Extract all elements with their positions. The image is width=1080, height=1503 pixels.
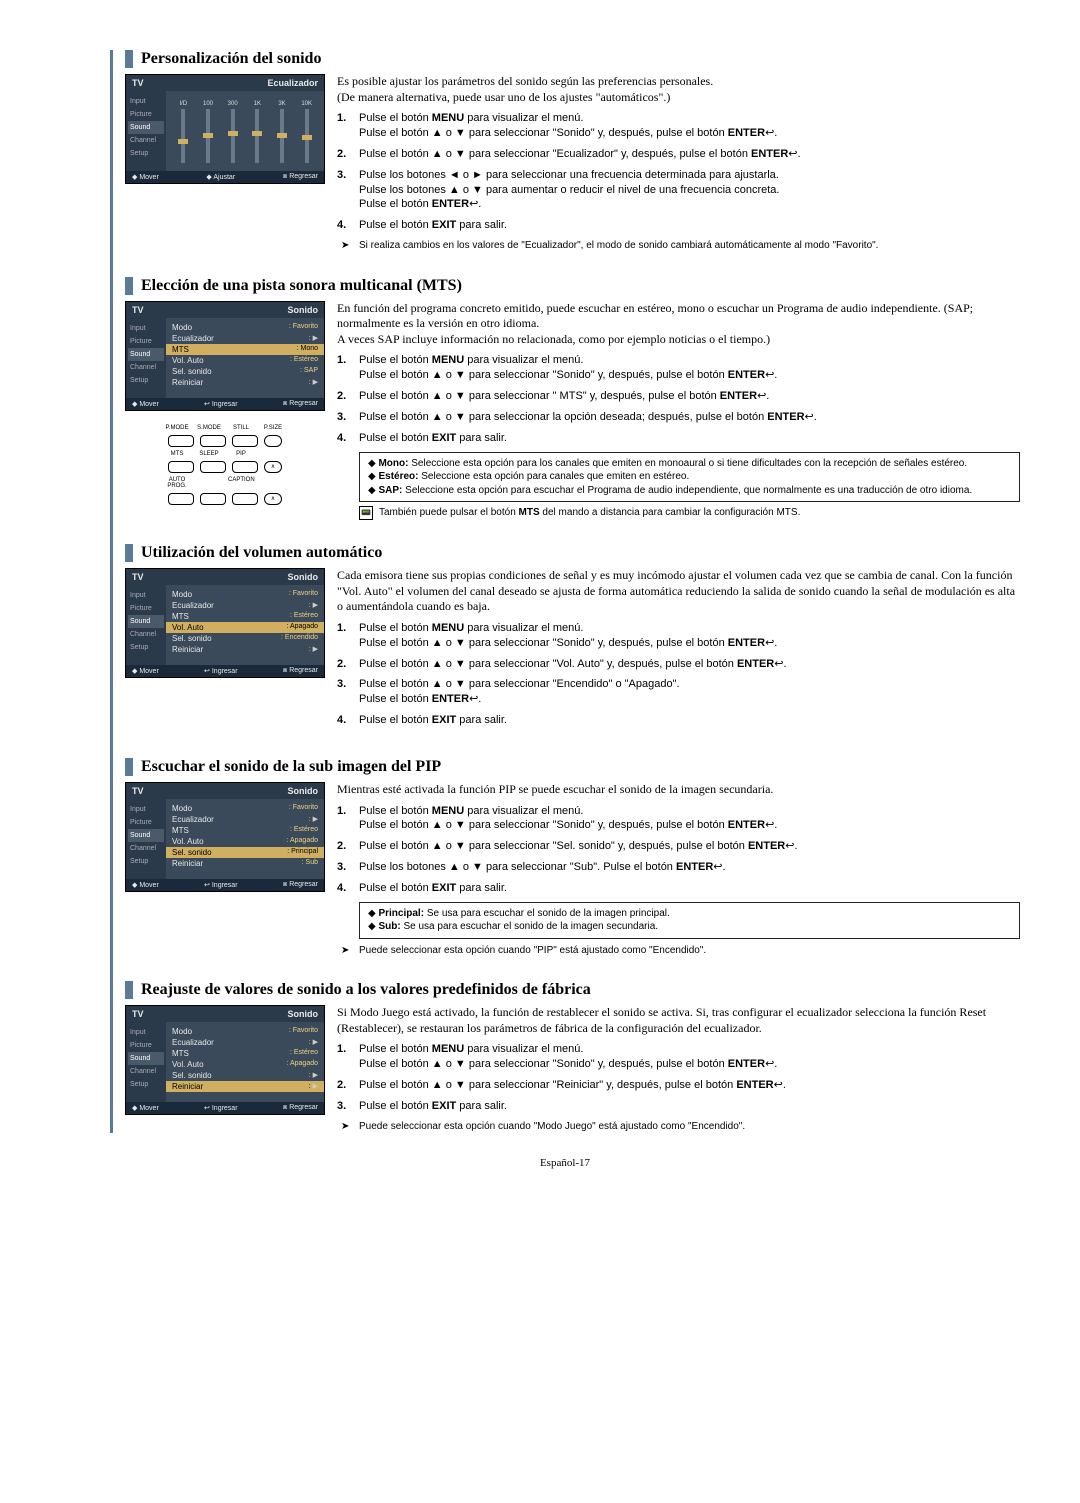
step-4: Pulse el botón EXIT para salir. [337, 431, 1020, 446]
section-title: Escuchar el sonido de la sub imagen del … [125, 758, 1020, 776]
step-3: Pulse los botones ◄ o ► para seleccionar… [337, 168, 1020, 213]
step-1: Pulse el botón MENU para visualizar el m… [337, 804, 1020, 834]
step-4: Pulse el botón EXIT para salir. [337, 713, 1020, 728]
section-title: Elección de una pista sonora multicanal … [125, 277, 1020, 295]
footnote: Puede seleccionar esta opción cuando "Mo… [337, 1120, 1020, 1134]
footnote: Puede seleccionar esta opción cuando "PI… [337, 944, 1020, 958]
section-vol-auto: Utilización del volumen automático TVSon… [125, 544, 1020, 734]
step-1: Pulse el botón MENU para visualizar el m… [337, 353, 1020, 383]
steps-list: Pulse el botón MENU para visualizar el m… [337, 1042, 1020, 1113]
step-2: Pulse el botón ▲ o ▼ para seleccionar " … [337, 389, 1020, 404]
page-number: Español-17 [110, 1157, 1020, 1169]
section-pip: Escuchar el sonido de la sub imagen del … [125, 758, 1020, 957]
page-content: Personalización del sonido TV Ecualizador… [110, 50, 1020, 1133]
osd-footer-adjust: ◆ Ajustar [206, 173, 235, 181]
section-title: Utilización del volumen automático [125, 544, 1020, 562]
equalizer-strip: I/D1003001K3K10K [172, 95, 318, 165]
note-box: ◆ Mono: Seleccione esta opción para los … [359, 452, 1020, 503]
osd-title: Ecualizador [267, 78, 318, 88]
step-3: Pulse los botones ▲ o ▼ para seleccionar… [337, 860, 1020, 875]
intro-text: En función del programa concreto emitido… [337, 301, 1020, 348]
step-1: Pulse el botón MENU para visualizar el m… [337, 621, 1020, 651]
step-3: Pulse el botón ▲ o ▼ para seleccionar "E… [337, 677, 1020, 707]
step-3: Pulse el botón ▲ o ▼ para seleccionar la… [337, 410, 1020, 425]
section-reset: Reajuste de valores de sonido a los valo… [125, 981, 1020, 1133]
osd-side-sound: Sound [128, 121, 164, 134]
step-3: Pulse el botón EXIT para salir. [337, 1099, 1020, 1114]
note-box: ◆ Principal: Se usa para escuchar el son… [359, 902, 1020, 939]
section-title: Reajuste de valores de sonido a los valo… [125, 981, 1020, 999]
remote-icon: 📟 [359, 506, 373, 520]
osd-sonido-reset: TVSonido InputPictureSoundChannelSetup M… [125, 1005, 325, 1115]
section-mts: Elección de una pista sonora multicanal … [125, 277, 1020, 521]
steps-list: Pulse el botón MENU para visualizar el m… [337, 353, 1020, 445]
step-4: Pulse el botón EXIT para salir. [337, 218, 1020, 233]
osd-footer-move: ◆ Mover [132, 173, 159, 181]
step-2: Pulse el botón ▲ o ▼ para seleccionar "S… [337, 839, 1020, 854]
osd-side-channel: Channel [128, 134, 164, 147]
osd-footer-return: ⧈ Regresar [283, 173, 318, 181]
section-title: Personalización del sonido [125, 50, 1020, 68]
osd-side-picture: Picture [128, 108, 164, 121]
step-1: Pulse el botón MENU para visualizar el m… [337, 1042, 1020, 1072]
osd-sonido-pip: TVSonido InputPictureSoundChannelSetup M… [125, 782, 325, 892]
osd-tv-label: TV [132, 78, 144, 88]
osd-side-setup: Setup [128, 147, 164, 160]
footnote: Si realiza cambios en los valores de "Ec… [337, 239, 1020, 253]
step-1: Pulse el botón MENU para visualizar el m… [337, 111, 1020, 141]
steps-list: Pulse el botón MENU para visualizar el m… [337, 804, 1020, 896]
steps-list: Pulse el botón MENU para visualizar el m… [337, 111, 1020, 233]
step-2: Pulse el botón ▲ o ▼ para seleccionar "E… [337, 147, 1020, 162]
remote-note: 📟 También puede pulsar el botón MTS del … [359, 506, 1020, 520]
remote-diagram: P.MODES.MODESTILLP.SIZEMTSSLEEPPIP∧AUTO … [125, 419, 325, 515]
step-2: Pulse el botón ▲ o ▼ para seleccionar "V… [337, 657, 1020, 672]
osd-sidebar: Input Picture Sound Channel Setup [126, 91, 166, 171]
steps-list: Pulse el botón MENU para visualizar el m… [337, 621, 1020, 728]
osd-sonido-volauto: TVSonido InputPictureSoundChannelSetup M… [125, 568, 325, 678]
osd-equalizer: TV Ecualizador Input Picture Sound Channe… [125, 74, 325, 184]
osd-side-input: Input [128, 95, 164, 108]
step-4: Pulse el botón EXIT para salir. [337, 881, 1020, 896]
intro-text: Si Modo Juego está activado, la función … [337, 1005, 1020, 1036]
osd-sonido-mts: TVSonido InputPictureSoundChannelSetup M… [125, 301, 325, 411]
step-2: Pulse el botón ▲ o ▼ para seleccionar "R… [337, 1078, 1020, 1093]
intro-text: Mientras esté activada la función PIP se… [337, 782, 1020, 798]
intro-text: Es posible ajustar los parámetros del so… [337, 74, 1020, 105]
intro-text: Cada emisora tiene sus propias condicion… [337, 568, 1020, 615]
section-personalizacion: Personalización del sonido TV Ecualizador… [125, 50, 1020, 253]
